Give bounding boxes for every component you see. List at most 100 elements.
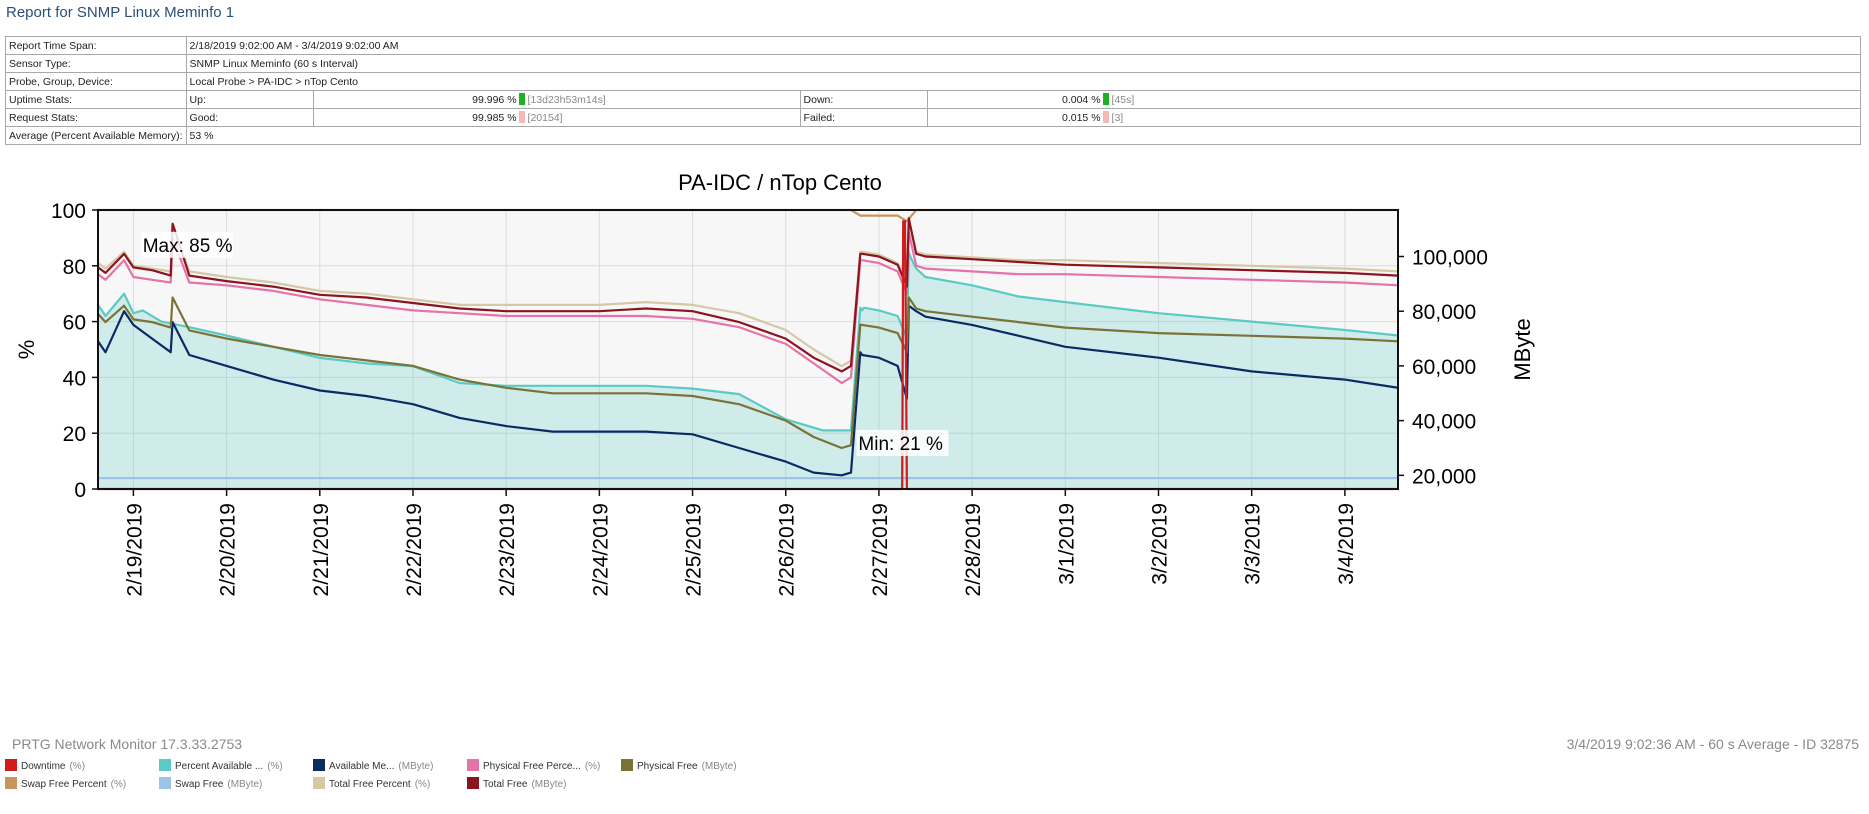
y-tick-label: 40 <box>63 367 86 390</box>
average-value: 53 % <box>185 126 1862 145</box>
legend-swatch <box>313 777 325 789</box>
uptime-label: Uptime Stats: <box>5 90 187 109</box>
legend-item: Percent Available ... (%) <box>159 759 313 777</box>
legend-swatch <box>159 759 171 771</box>
legend-label: Percent Available ... <box>175 761 264 772</box>
legend-label: Total Free <box>483 779 528 790</box>
y-axis-label: % <box>14 340 39 360</box>
legend-label: Physical Free Perce... <box>483 761 581 772</box>
legend-item: Physical Free Perce... (%) <box>467 759 621 777</box>
up-bracket: [13d23h53m14s] <box>527 93 606 106</box>
x-tick-label: 2/21/2019 <box>310 503 333 596</box>
legend-item: Total Free Percent (%) <box>313 777 467 795</box>
x-tick-label: 2/27/2019 <box>869 503 892 596</box>
report-title: Report for SNMP Linux Meminfo 1 <box>6 4 235 21</box>
legend-swatch <box>621 759 633 771</box>
footer-timestamp: 3/4/2019 9:02:36 AM - 60 s Average - ID … <box>1566 736 1859 752</box>
annotation-bg <box>856 429 949 456</box>
legend-unit: (MByte) <box>227 779 263 790</box>
failed-label: Failed: <box>799 108 928 127</box>
chart-legend: Downtime (%) Percent Available ... (%) Avail… <box>5 759 825 795</box>
failed-value: 0.015 % <box>1062 111 1101 124</box>
x-tick-label: 2/26/2019 <box>776 503 799 596</box>
chart-title: Sensor: SNMP Linux Meminfo 1 <box>624 160 937 165</box>
down-bracket: [45s] <box>1111 93 1135 106</box>
legend-label: Swap Free Percent <box>21 779 107 790</box>
y-tick-label: 0 <box>74 479 86 502</box>
legend-swatch <box>5 759 17 771</box>
chart-subtitle: PA-IDC / nTop Cento <box>678 170 882 195</box>
y2-tick-label: 80,000 <box>1412 301 1476 324</box>
legend-swatch <box>467 759 479 771</box>
failed-bracket: [3] <box>1111 111 1124 124</box>
memory-chart: Sensor: SNMP Linux Meminfo 1 PA-IDC / nTo… <box>14 160 1535 596</box>
table-row: Average (Percent Available Memory): 53 % <box>5 126 1862 145</box>
legend-unit: (%) <box>110 779 127 790</box>
good-bracket: [20154] <box>527 111 563 124</box>
y-tick-label: 20 <box>63 423 86 446</box>
y-tick-label: 80 <box>63 256 86 279</box>
y2-tick-label: 20,000 <box>1412 465 1476 488</box>
legend-unit: (%) <box>584 761 601 772</box>
legend-swatch <box>467 777 479 789</box>
x-tick-label: 2/23/2019 <box>496 503 519 596</box>
legend-swatch <box>313 759 325 771</box>
legend-unit: (MByte) <box>701 761 737 772</box>
down-label: Down: <box>799 90 928 109</box>
annotation-1: Min: 21 % <box>858 434 943 455</box>
legend-unit: (%) <box>69 761 86 772</box>
series-area-1 <box>98 251 1398 489</box>
legend-label: Total Free Percent <box>329 779 411 790</box>
y-tick-label: 100 <box>51 200 86 223</box>
table-row: Request Stats: Good: 99.985 % [20154] Fai… <box>5 108 1862 127</box>
up-cell: 99.996 % [13d23h53m14s] <box>312 90 801 109</box>
legend-item: Downtime (%) <box>5 759 159 777</box>
report-info-table: Report Time Span: 2/18/2019 9:02:00 AM -… <box>5 36 1862 145</box>
legend-unit: (%) <box>414 779 431 790</box>
x-tick-label: 2/19/2019 <box>123 503 146 596</box>
x-tick-label: 3/1/2019 <box>1055 503 1078 585</box>
average-label: Average (Percent Available Memory): <box>5 126 187 145</box>
good-cell: 99.985 % [20154] <box>312 108 801 127</box>
failed-cell: 0.015 % [3] <box>926 108 1862 127</box>
legend-swatch <box>5 777 17 789</box>
legend-swatch <box>159 777 171 789</box>
probe-label: Probe, Group, Device: <box>5 72 187 91</box>
y2-tick-label: 40,000 <box>1412 411 1476 434</box>
down-bar <box>1102 92 1109 105</box>
footer-product: PRTG Network Monitor 17.3.33.2753 <box>12 736 243 752</box>
x-tick-label: 3/3/2019 <box>1242 503 1265 585</box>
table-row: Uptime Stats: Up: 99.996 % [13d23h53m14s]… <box>5 90 1862 109</box>
legend-unit: (MByte) <box>531 779 567 790</box>
x-tick-label: 2/28/2019 <box>962 503 985 596</box>
good-bar <box>518 110 525 123</box>
time-span-label: Report Time Span: <box>5 36 187 55</box>
x-tick-label: 2/22/2019 <box>403 503 426 596</box>
series-line-4 <box>97 296 1399 450</box>
up-bar <box>518 92 525 105</box>
annotation-bg <box>140 231 233 258</box>
y2-axis-label: MByte <box>1510 318 1535 380</box>
down-cell: 0.004 % [45s] <box>926 90 1862 109</box>
series-line-2 <box>97 304 1399 477</box>
plot-area <box>98 210 1398 489</box>
legend-unit: (%) <box>267 761 283 772</box>
time-span-value: 2/18/2019 9:02:00 AM - 3/4/2019 9:02:00 … <box>185 36 1862 55</box>
legend-item: Physical Free (MByte) <box>621 759 775 777</box>
legend-label: Downtime <box>21 761 66 772</box>
y2-tick-label: 100,000 <box>1412 247 1488 270</box>
y-tick-label: 60 <box>63 312 86 335</box>
up-label: Up: <box>185 90 314 109</box>
y2-tick-label: 60,000 <box>1412 356 1476 379</box>
x-tick-label: 2/20/2019 <box>217 503 240 596</box>
down-value: 0.004 % <box>1062 93 1101 106</box>
legend-unit: (MByte) <box>398 761 434 772</box>
series-line-1 <box>97 250 1399 432</box>
legend-label: Available Me... <box>329 761 395 772</box>
table-row: Probe, Group, Device: Local Probe > PA-I… <box>5 72 1862 91</box>
request-label: Request Stats: <box>5 108 187 127</box>
legend-item: Swap Free Percent (%) <box>5 777 159 795</box>
table-row: Report Time Span: 2/18/2019 9:02:00 AM -… <box>5 36 1862 55</box>
x-tick-label: 3/2/2019 <box>1149 503 1172 585</box>
table-row: Sensor Type: SNMP Linux Meminfo (60 s In… <box>5 54 1862 73</box>
